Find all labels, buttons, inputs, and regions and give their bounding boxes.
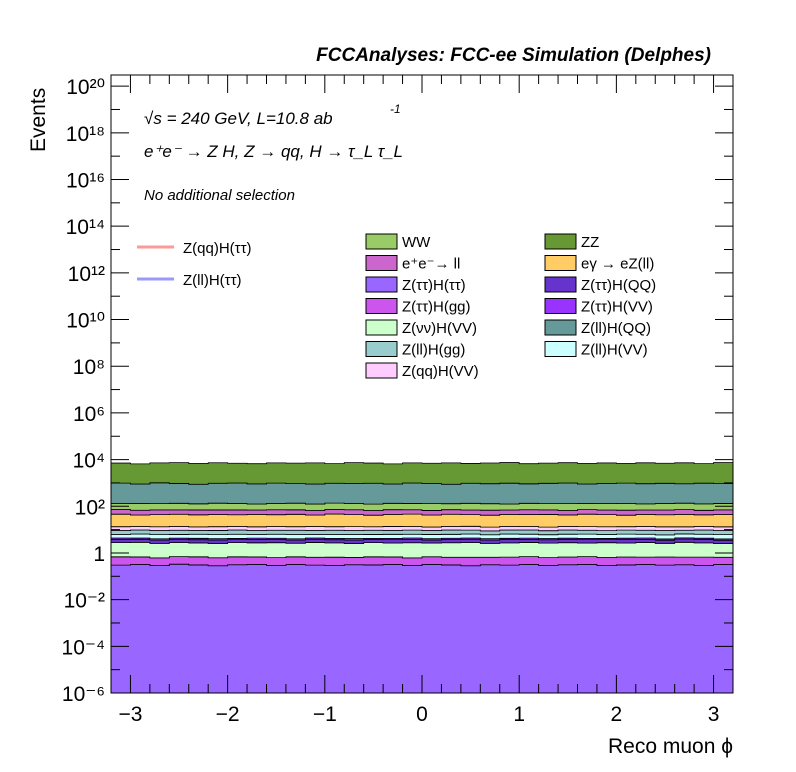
x-tick-label: 2 [611, 703, 623, 726]
x-tick-label: 0 [416, 703, 428, 726]
stacked-histogram [110, 462, 734, 694]
y-tick-label: 10²⁰ [66, 76, 105, 99]
selection-annotation: No additional selection [144, 187, 295, 204]
legend-swatch [544, 298, 577, 314]
y-tick-label: 10¹⁰ [66, 310, 105, 333]
legend-swatch [365, 319, 398, 336]
stack-ww [110, 502, 734, 511]
legend-label: Z(ll)H(QQ) [581, 320, 651, 337]
legend-label: Z(νν)H(VV) [402, 320, 477, 337]
y-axis: 10⁻⁶ 10⁻⁴ 10⁻² 1 10² 10⁴ 10⁶ 10⁸ 10¹⁰ 10¹² 10¹⁴ 10¹… [62, 76, 733, 706]
legend-swatch [365, 276, 398, 293]
sqrt-s-symbol: √s [144, 109, 162, 128]
legend-label: Z(ττ)H(gg) [402, 299, 471, 316]
legend-line-label: Z(qq)H(ττ) [183, 240, 252, 257]
energy-annotation: √s = 240 GeV, L=10.8 ab -1 [144, 102, 401, 128]
legend-line-label: Z(ll)H(ττ) [183, 272, 242, 289]
legend-label: eγ → eZ(ll) [581, 256, 654, 273]
y-tick-label: 10⁴ [73, 450, 105, 473]
y-tick-label: 10² [75, 496, 105, 519]
legend-swatch [365, 341, 398, 357]
energy-lumi-text: = 240 GeV, L=10.8 ab [162, 109, 333, 128]
legend-label: e⁺e⁻→ ll [402, 256, 460, 273]
legend-label: Z(ll)H(gg) [402, 342, 465, 359]
legend-swatch [365, 233, 398, 250]
y-tick-label: 10⁻⁶ [62, 683, 105, 706]
y-tick-label: 10⁻² [64, 590, 105, 613]
x-tick-label: −2 [216, 703, 240, 726]
legend-swatch [365, 255, 398, 271]
x-axis-label: Reco muon ϕ [608, 735, 733, 758]
process-annotation: e⁺e⁻ → Z H, Z → qq, H → τ_L τ_L [144, 142, 403, 161]
legend: Z(qq)H(ττ) Z(ll)H(ττ) WW e⁺e⁻→ ll Z(ττ)H(ττ)… [137, 233, 656, 380]
legend-swatch [365, 298, 398, 314]
legend-label: Z(ll)H(VV) [581, 342, 648, 359]
legend-swatch [544, 319, 577, 336]
svg-text:√s = 240 GeV, L=10.8 ab: √s = 240 GeV, L=10.8 ab [144, 109, 333, 128]
legend-swatch [365, 362, 398, 379]
y-tick-label: 10⁸ [73, 356, 105, 379]
legend-swatch [544, 233, 577, 250]
legend-label: Z(ττ)H(QQ) [581, 277, 656, 294]
lumi-exponent: -1 [390, 102, 401, 116]
stack-zz [110, 462, 734, 485]
legend-label: ZZ [581, 234, 599, 251]
stack-z-ll-h-qq- [110, 482, 734, 505]
x-tick-label: −1 [313, 703, 337, 726]
y-tick-label: 10¹⁶ [66, 170, 105, 193]
x-tick-label: 1 [513, 703, 525, 726]
plot-header-title: FCCAnalyses: FCC-ee Simulation (Delphes) [316, 45, 711, 66]
x-axis: −3 −2 −1 0 1 2 3 [110, 75, 734, 726]
x-tick-label: −3 [118, 703, 142, 726]
legend-label: Z(ττ)H(VV) [581, 299, 653, 316]
y-axis-label: Events [27, 88, 50, 152]
legend-label: Z(ττ)H(ττ) [402, 277, 466, 294]
x-tick-label: 3 [708, 703, 720, 726]
y-tick-label: 10¹⁴ [66, 216, 105, 239]
y-tick-label: 10⁻⁴ [62, 636, 105, 659]
legend-label: Z(qq)H(VV) [402, 363, 479, 380]
y-tick-label: 10¹² [68, 263, 105, 286]
legend-swatch [544, 276, 577, 293]
stack-e-ez-ll- [110, 513, 734, 528]
legend-swatch [544, 341, 577, 357]
legend-label: WW [402, 234, 431, 251]
y-tick-label: 10⁶ [73, 403, 105, 426]
stack-z-h-vv- [110, 541, 734, 559]
y-tick-label: 1 [93, 543, 105, 566]
stack-z-h-vv- [110, 563, 734, 694]
legend-swatch [544, 255, 577, 271]
y-tick-label: 10¹⁸ [66, 123, 105, 146]
